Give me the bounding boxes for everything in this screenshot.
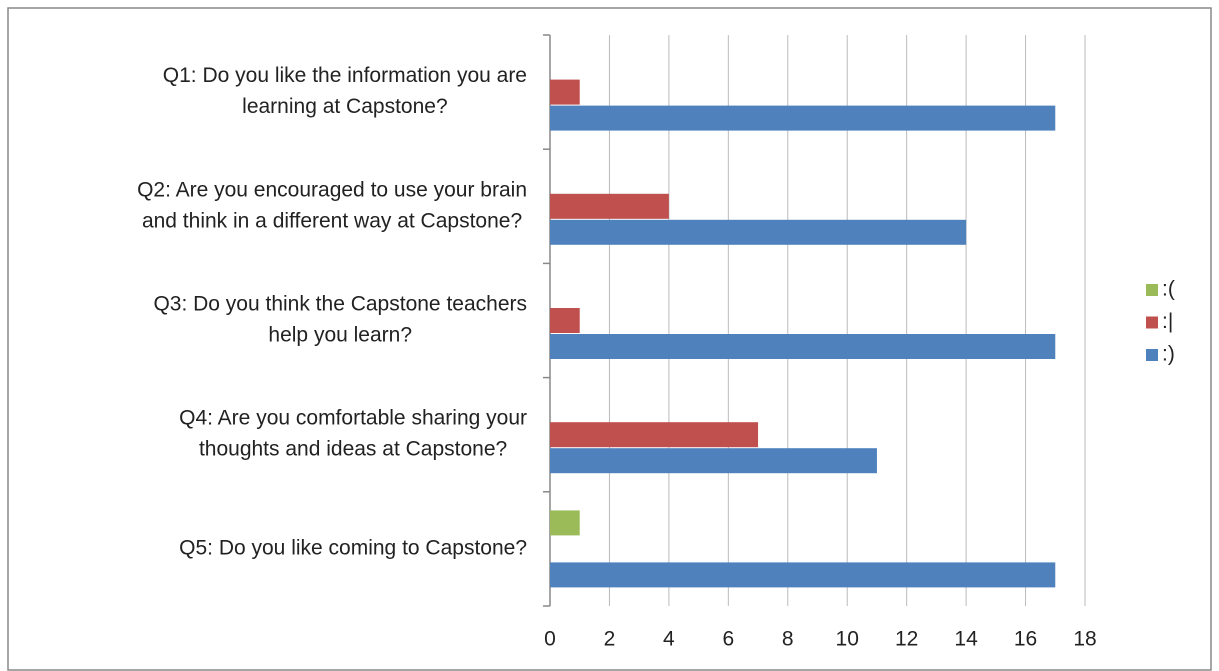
x-tick-label: 8 (782, 628, 794, 651)
bar (550, 510, 580, 536)
bar (550, 219, 967, 245)
bar (550, 448, 877, 474)
x-tick-label: 10 (836, 628, 859, 651)
x-tick-label: 12 (895, 628, 918, 651)
y-tick-label: Q5: Do you like coming to Capstone? (179, 536, 527, 559)
legend-label: :| (1162, 310, 1173, 333)
bar (550, 422, 759, 448)
y-tick-label: Q4: Are you comfortable sharing your (179, 407, 527, 430)
y-tick-label: and think in a different way at Capstone… (142, 209, 522, 232)
bar (550, 105, 1056, 131)
y-tick-label: thoughts and ideas at Capstone? (199, 438, 507, 461)
bar (550, 79, 580, 105)
y-tick-label: Q2: Are you encouraged to use your brain (137, 178, 527, 201)
y-tick-label: Q3: Do you think the Capstone teachers (153, 293, 527, 316)
x-tick-label: 2 (604, 628, 616, 651)
x-tick-label: 16 (1014, 628, 1037, 651)
x-tick-label: 14 (954, 628, 978, 651)
legend-label: :) (1162, 343, 1175, 366)
x-tick-label: 4 (663, 628, 675, 651)
legend-swatch (1146, 316, 1158, 329)
legend-swatch (1146, 349, 1158, 361)
bar (550, 308, 580, 333)
bar (550, 562, 1056, 588)
x-tick-label: 18 (1073, 628, 1096, 651)
legend-label: :( (1162, 278, 1175, 301)
y-tick-label: Q1: Do you like the information you are (163, 64, 527, 87)
legend-swatch (1146, 284, 1158, 296)
bar (550, 193, 669, 219)
y-tick-label: learning at Capstone? (242, 95, 447, 118)
x-tick-label: 0 (544, 628, 556, 651)
x-tick-label: 6 (722, 628, 734, 651)
bar (550, 334, 1056, 359)
chart-border (7, 7, 1212, 671)
y-tick-label: help you learn? (268, 324, 412, 347)
